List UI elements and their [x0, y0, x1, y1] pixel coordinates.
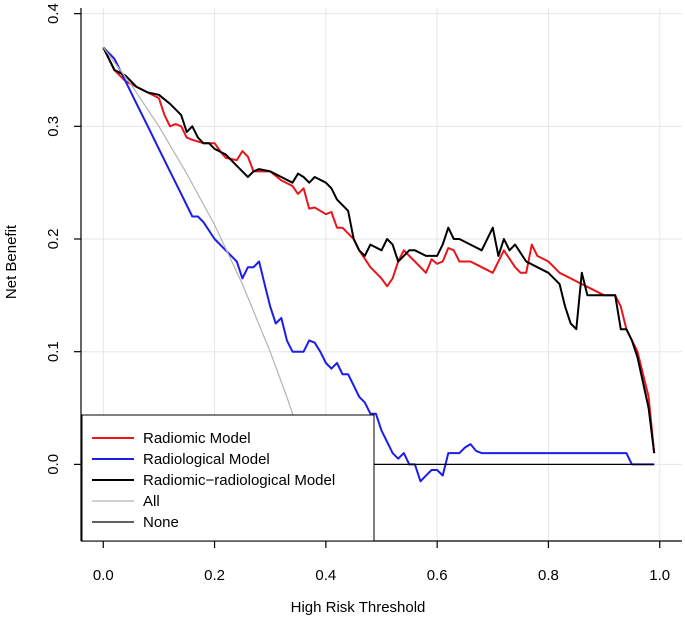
series-line-radiomic-radiological-model — [102, 46, 656, 454]
y-tick-label: 0.0 — [45, 454, 62, 475]
y-tick-label: 0.2 — [45, 229, 62, 250]
y-tick-label: 0.4 — [45, 3, 62, 24]
x-tick-label: 0.6 — [427, 567, 448, 584]
x-axis: 0.0 0.2 0.4 0.6 0.8 1.0 — [93, 541, 670, 584]
legend-label-radiomic-radiological-model: Radiomic−radiological Model — [143, 472, 335, 489]
y-axis: 0.0 0.1 0.2 0.3 0.4 — [45, 3, 81, 475]
x-tick-label: 0.0 — [93, 567, 114, 584]
legend-label-none: None — [143, 514, 179, 531]
y-tick-label: 0.3 — [45, 116, 62, 137]
legend-label-all: All — [143, 493, 160, 510]
legend: Radiomic Model Radiological Model Radiomic… — [81, 414, 375, 542]
series-lines — [102, 46, 656, 483]
legend-label-radiomic-model: Radiomic Model — [143, 430, 251, 447]
x-tick-label: 0.2 — [204, 567, 225, 584]
series-line-radiological-model — [102, 46, 655, 483]
legend-label-radiological-model: Radiological Model — [143, 451, 270, 468]
series-line-all — [102, 47, 310, 465]
x-tick-label: 1.0 — [649, 567, 670, 584]
x-tick-label: 0.4 — [315, 567, 336, 584]
x-axis-title: High Risk Threshold — [291, 599, 426, 616]
y-tick-label: 0.1 — [45, 341, 62, 362]
y-axis-title: Net Benefit — [3, 224, 20, 299]
legend-box — [81, 414, 375, 542]
x-tick-label: 0.8 — [538, 567, 559, 584]
series-line-radiomic-model — [102, 46, 656, 454]
